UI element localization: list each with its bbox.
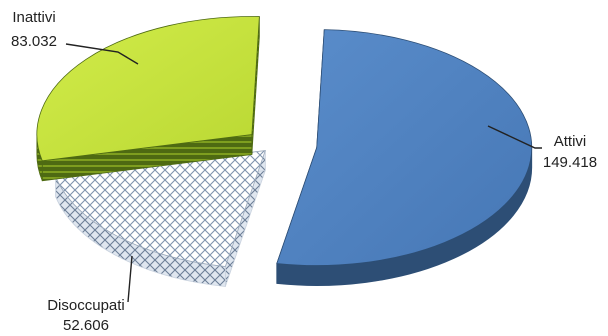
- slice-label-inattivi: Inattivi: [12, 9, 55, 26]
- slice-label-attivi: Attivi: [554, 133, 587, 150]
- leader-line-inattivi: [65, 43, 139, 65]
- slice-top-inattivi: [36, 16, 260, 162]
- leader-line-disoccupati: [127, 255, 133, 303]
- slice-value-attivi: 149.418: [543, 154, 597, 171]
- slice-top-attivi: [276, 29, 533, 266]
- slice-label-disoccupati: Disoccupati: [47, 297, 125, 314]
- label-disoccupati: Disoccupati 52.606: [47, 255, 133, 334]
- label-inattivi: Inattivi 83.032: [11, 9, 139, 65]
- slice-value-inattivi: 83.032: [11, 33, 57, 50]
- slice-value-disoccupati: 52.606: [63, 317, 109, 334]
- slice-attivi: [276, 29, 533, 286]
- leader-line-attivi: [487, 125, 542, 149]
- label-attivi: Attivi 149.418: [487, 125, 597, 171]
- pie-slices: [36, 16, 533, 287]
- slice-top-disoccupati: [55, 150, 266, 267]
- slice-inattivi: [36, 16, 260, 182]
